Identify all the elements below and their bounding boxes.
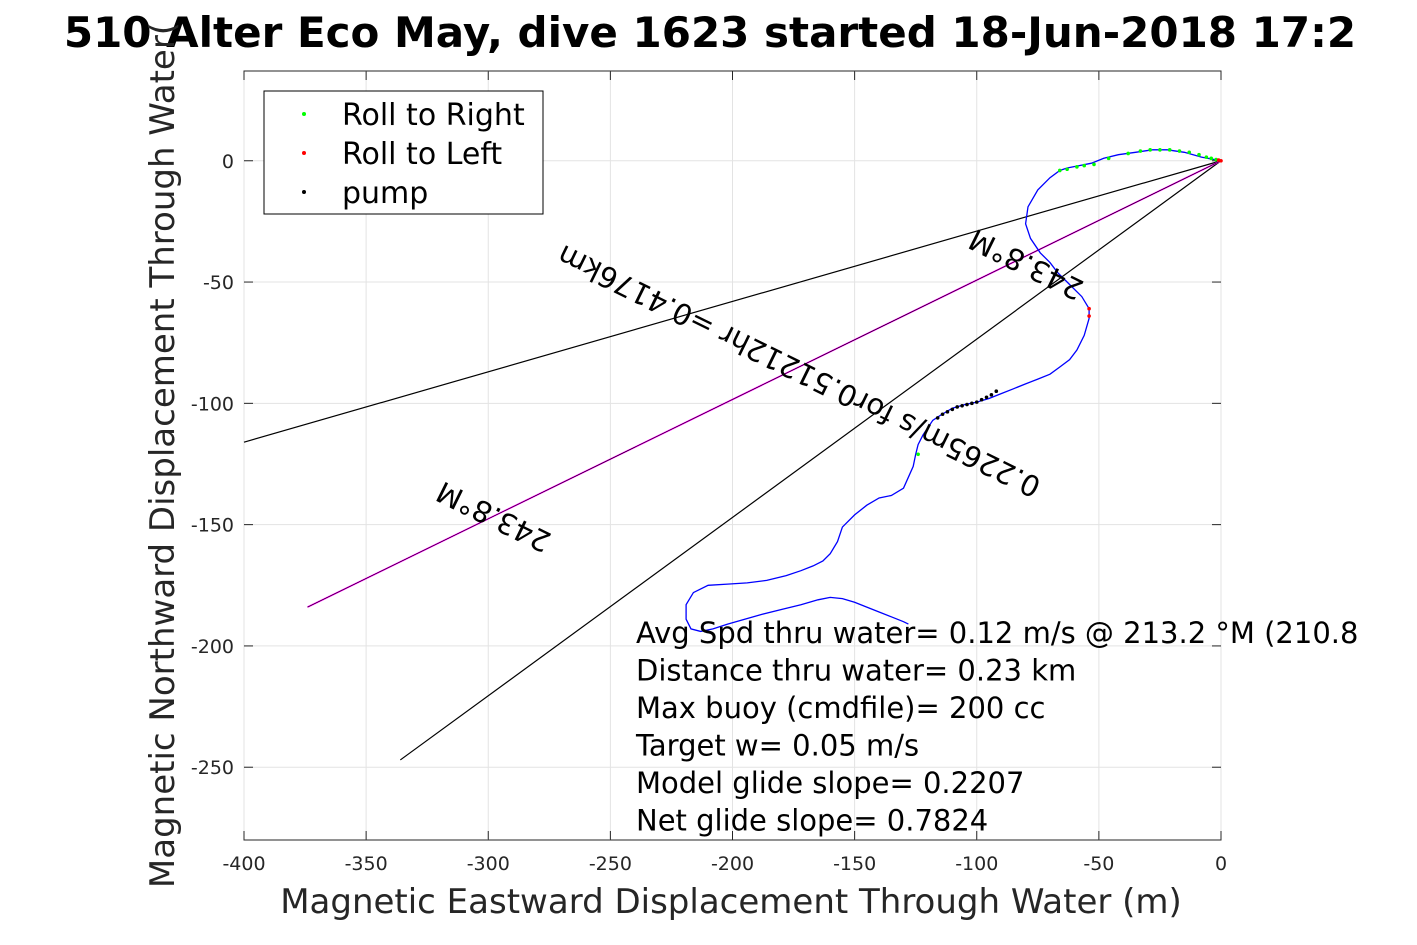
roll-right-point [1082,163,1087,168]
legend-label: Roll to Right [342,98,525,133]
pump-point [994,389,999,394]
annotation-line: Max buoy (cmdfile)= 200 cc [636,691,1045,725]
series-layer [685,148,1223,633]
annotation-line: Model glide slope= 0.2207 [636,766,1024,800]
chart-title: 510 Alter Eco May, dive 1623 started 18-… [64,8,1356,57]
roll-right-point [1138,149,1143,153]
reference-line [243,160,1222,443]
roll-right-point [1177,149,1182,153]
pump-point [940,412,945,417]
x-tick-label: -350 [345,853,388,875]
pump-point [989,393,994,397]
y-tick-label: -200 [191,636,234,658]
y-axis-label: Magnetic Northward Displacement Through … [143,22,183,888]
axis-ticks: -400 -350 -300 -250 -200 -150 -100 -50 0 0 -50 -100… [191,71,1227,875]
x-tick-label: -200 [711,853,754,875]
roll-right-point [1204,155,1209,159]
x-axis-label: Magnetic Eastward Displacement Through W… [280,882,1182,922]
reference-line [399,160,1222,761]
pump-point [965,402,969,407]
pump-point [979,397,984,402]
x-tick-label: -400 [222,853,265,875]
roll-left-point [1087,314,1091,318]
roll-right-point [1075,165,1079,169]
x-tick-label: -50 [1083,853,1114,875]
roll-right-point [1148,148,1152,152]
y-tick-label: -250 [191,757,234,779]
x-tick-label: -300 [467,853,510,875]
roll-right-point [1057,168,1062,173]
pump-point [974,400,979,404]
roll-right-point [916,452,920,457]
annotation-line: Avg Spd thru water= 0.12 m/s @ 213.2 °M … [636,616,1358,650]
x-tick-label: -150 [833,853,876,875]
y-tick-label: -150 [191,515,234,537]
pump-point [984,395,989,400]
roll-right-point [1106,156,1111,161]
roll-right-point [1187,150,1192,155]
roll-right-point [1126,151,1130,156]
roll-left-point [1216,158,1221,162]
pump-point [945,410,950,414]
legend-box [263,90,544,215]
legend-marker [302,112,306,116]
pump-point [960,403,964,408]
legend-marker [302,190,306,194]
annotation-line: Target w= 0.05 m/s [635,729,919,763]
legend-marker [302,151,306,155]
reference-lines [243,160,1222,761]
x-tick-label: -250 [589,853,632,875]
x-tick-label: -100 [955,853,998,875]
roll-right-point [1158,148,1162,152]
pump-point [970,401,974,406]
track-line [685,149,1222,633]
pump-point [955,405,960,409]
x-tick-label: 0 [1215,853,1227,875]
roll-right-point [1065,167,1069,172]
pump-point [950,407,955,412]
course-line-overlay [307,160,1222,608]
annotation-line: Net glide slope= 0.7824 [636,804,988,838]
roll-right-point [1167,148,1172,152]
legend-label: pump [342,176,428,211]
legend-label: Roll to Left [342,137,502,172]
roll-right-point [1092,162,1096,167]
y-tick-label: -100 [191,393,234,415]
legend: Roll to Right Roll to Left pump [263,90,544,215]
annotation-line: Distance thru water= 0.23 km [636,654,1076,688]
annotation-block: Avg Spd thru water= 0.12 m/s @ 213.2 °M … [635,616,1358,838]
roll-right-point [1197,152,1201,157]
pump-point [935,416,940,420]
y-tick-label: 0 [222,151,234,173]
roll-left-point [1087,306,1091,311]
roll-right-point [1209,156,1214,161]
y-tick-label: -50 [203,272,234,294]
